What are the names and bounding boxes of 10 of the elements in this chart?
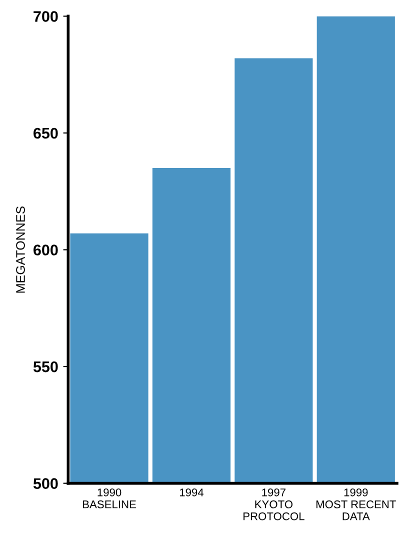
- y-tick-label: 550: [33, 361, 58, 372]
- y-tick-label: 700: [34, 11, 58, 22]
- y-axis-title: MEGATONNES: [16, 206, 25, 293]
- y-tick-label: 600: [34, 244, 58, 256]
- x-tick-label: 1997 KYOTO PROTOCOL: [244, 488, 304, 520]
- x-tick-label: 1999 MOST RECENT DATA: [316, 488, 396, 520]
- y-tick-label: 650: [34, 128, 58, 139]
- x-tick-label: 1990 BASELINE: [83, 488, 136, 508]
- y-tick-label: 500: [33, 478, 58, 489]
- x-tick-label: 1994: [180, 488, 204, 496]
